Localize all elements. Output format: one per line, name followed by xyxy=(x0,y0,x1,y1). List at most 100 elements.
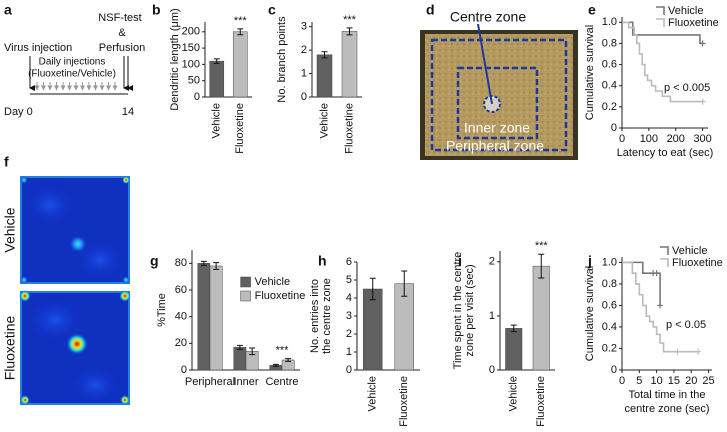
y-tick-label: 1 xyxy=(301,67,307,79)
group-label: Fluoxetine xyxy=(2,315,18,380)
heatmap-panel: f Vehicle Fluoxetine xyxy=(2,154,131,405)
x-tick-label: 0 xyxy=(619,375,625,387)
error-bar xyxy=(200,260,207,266)
panel-letter: b xyxy=(152,2,161,18)
censor-mark xyxy=(695,348,702,355)
significance: *** xyxy=(234,15,248,27)
y-tick-label: 0.8 xyxy=(602,37,617,49)
error-bar xyxy=(237,28,244,36)
zone-label: Inner zone xyxy=(464,120,530,136)
y-tick-label: 20 xyxy=(175,337,187,349)
heat-spot xyxy=(19,290,31,302)
zone-label: Peripheral zone xyxy=(446,138,544,154)
y-tick-label: 0.6 xyxy=(602,58,617,70)
heat-spot xyxy=(66,333,88,355)
y-axis-label: No. branch points xyxy=(276,16,288,103)
legend-label: Vehicle xyxy=(672,245,707,257)
heat-border xyxy=(20,291,130,405)
x-tick-label: Centre xyxy=(265,376,298,388)
y-tick-label: 2 xyxy=(489,256,495,268)
event-label: Perfusion xyxy=(99,42,145,54)
legend-line xyxy=(656,6,665,15)
bar xyxy=(232,31,248,98)
bar xyxy=(363,288,383,371)
x-tick-label: 10 xyxy=(650,375,662,387)
y-axis-label: Cumulative survival xyxy=(584,266,596,361)
y-tick-label: 0.8 xyxy=(602,278,617,290)
treatment-label: (Fluoxetine/Vehicle) xyxy=(28,69,116,80)
x-tick-label: 100 xyxy=(640,133,658,145)
survival-curve xyxy=(622,21,703,103)
error-bar xyxy=(213,262,220,270)
error-bar xyxy=(401,270,408,297)
error-bar xyxy=(510,324,517,333)
zone-label: Centre zone xyxy=(450,9,526,25)
panel-letter: c xyxy=(268,2,276,18)
y-tick-label: 0 xyxy=(611,122,617,134)
heat-spot xyxy=(20,276,28,284)
heat-blob xyxy=(75,240,125,280)
x-tick-label: Vehicle xyxy=(508,376,520,411)
group-label: Vehicle xyxy=(2,207,18,252)
y-axis-label: Dendritic length (μm) xyxy=(169,8,181,110)
x-axis-label: Latency to eat (sec) xyxy=(617,147,714,159)
y-tick-label: 60 xyxy=(175,284,187,296)
error-bar xyxy=(236,344,243,350)
bar xyxy=(197,263,211,371)
legend-label: Vehicle xyxy=(668,5,703,17)
x-tick-label: 200 xyxy=(667,133,685,145)
x-tick-label: 5 xyxy=(636,375,642,387)
treatment-label: Daily injections xyxy=(39,57,106,68)
survival-curve xyxy=(622,261,661,306)
event-label: & xyxy=(118,27,126,39)
censor-mark xyxy=(699,40,706,47)
annotation: p < 0.05 xyxy=(666,319,706,331)
y-axis-label: Cumulative survival xyxy=(584,25,596,120)
y-tick-label: 4 xyxy=(346,292,352,304)
y-tick-label: 3 xyxy=(301,21,307,33)
heat-spot xyxy=(119,290,131,302)
panel-letter: j xyxy=(587,253,592,269)
y-axis-label: zone per visit (sec) xyxy=(464,264,476,356)
x-axis-label: Total time in the xyxy=(628,389,705,401)
y-tick-label: 0.4 xyxy=(602,80,617,92)
y-tick-label: 80 xyxy=(175,257,187,269)
pointer-line xyxy=(477,23,493,105)
heat-spot xyxy=(69,235,87,253)
y-tick-label: 1 xyxy=(489,310,495,322)
panel-letter: f xyxy=(4,154,9,170)
y-tick-label: 0 xyxy=(301,91,307,103)
heat-blob xyxy=(25,185,75,225)
bar xyxy=(532,265,550,371)
y-tick-label: 3 xyxy=(346,310,352,322)
x-axis-label: centre zone (sec) xyxy=(625,403,710,415)
y-axis-label: %Time xyxy=(156,293,168,327)
legend-swatch xyxy=(240,290,251,302)
y-tick-label: 150 xyxy=(182,42,200,54)
day-label: Day 0 xyxy=(4,106,33,118)
censor-mark xyxy=(699,98,706,105)
annotation: p < 0.005 xyxy=(664,82,710,94)
legend-swatch xyxy=(240,276,251,288)
x-tick-label: Fluoxetine xyxy=(234,103,246,154)
y-tick-label: 2 xyxy=(301,44,307,56)
y-tick-label: 1.0 xyxy=(602,16,617,28)
error-bar xyxy=(213,58,220,64)
y-tick-label: 1 xyxy=(346,346,352,358)
y-tick-label: 50 xyxy=(188,75,200,87)
x-tick-label: 15 xyxy=(668,375,680,387)
heat-blob xyxy=(70,367,120,403)
x-tick-label: Vehicle xyxy=(211,103,223,138)
error-bar xyxy=(249,347,256,356)
x-tick-label: Fluoxetine xyxy=(398,376,410,427)
error-bar xyxy=(346,27,353,36)
y-tick-label: 200 xyxy=(182,26,200,38)
legend-label: Fluoxetine xyxy=(672,257,723,269)
y-tick-label: 1.0 xyxy=(602,256,617,268)
x-tick-label: Fluoxetine xyxy=(343,103,355,154)
x-tick-label: 25 xyxy=(702,375,714,387)
heat-blob xyxy=(27,298,83,342)
y-tick-label: 0 xyxy=(346,364,352,376)
panel-letter: a xyxy=(4,2,12,18)
